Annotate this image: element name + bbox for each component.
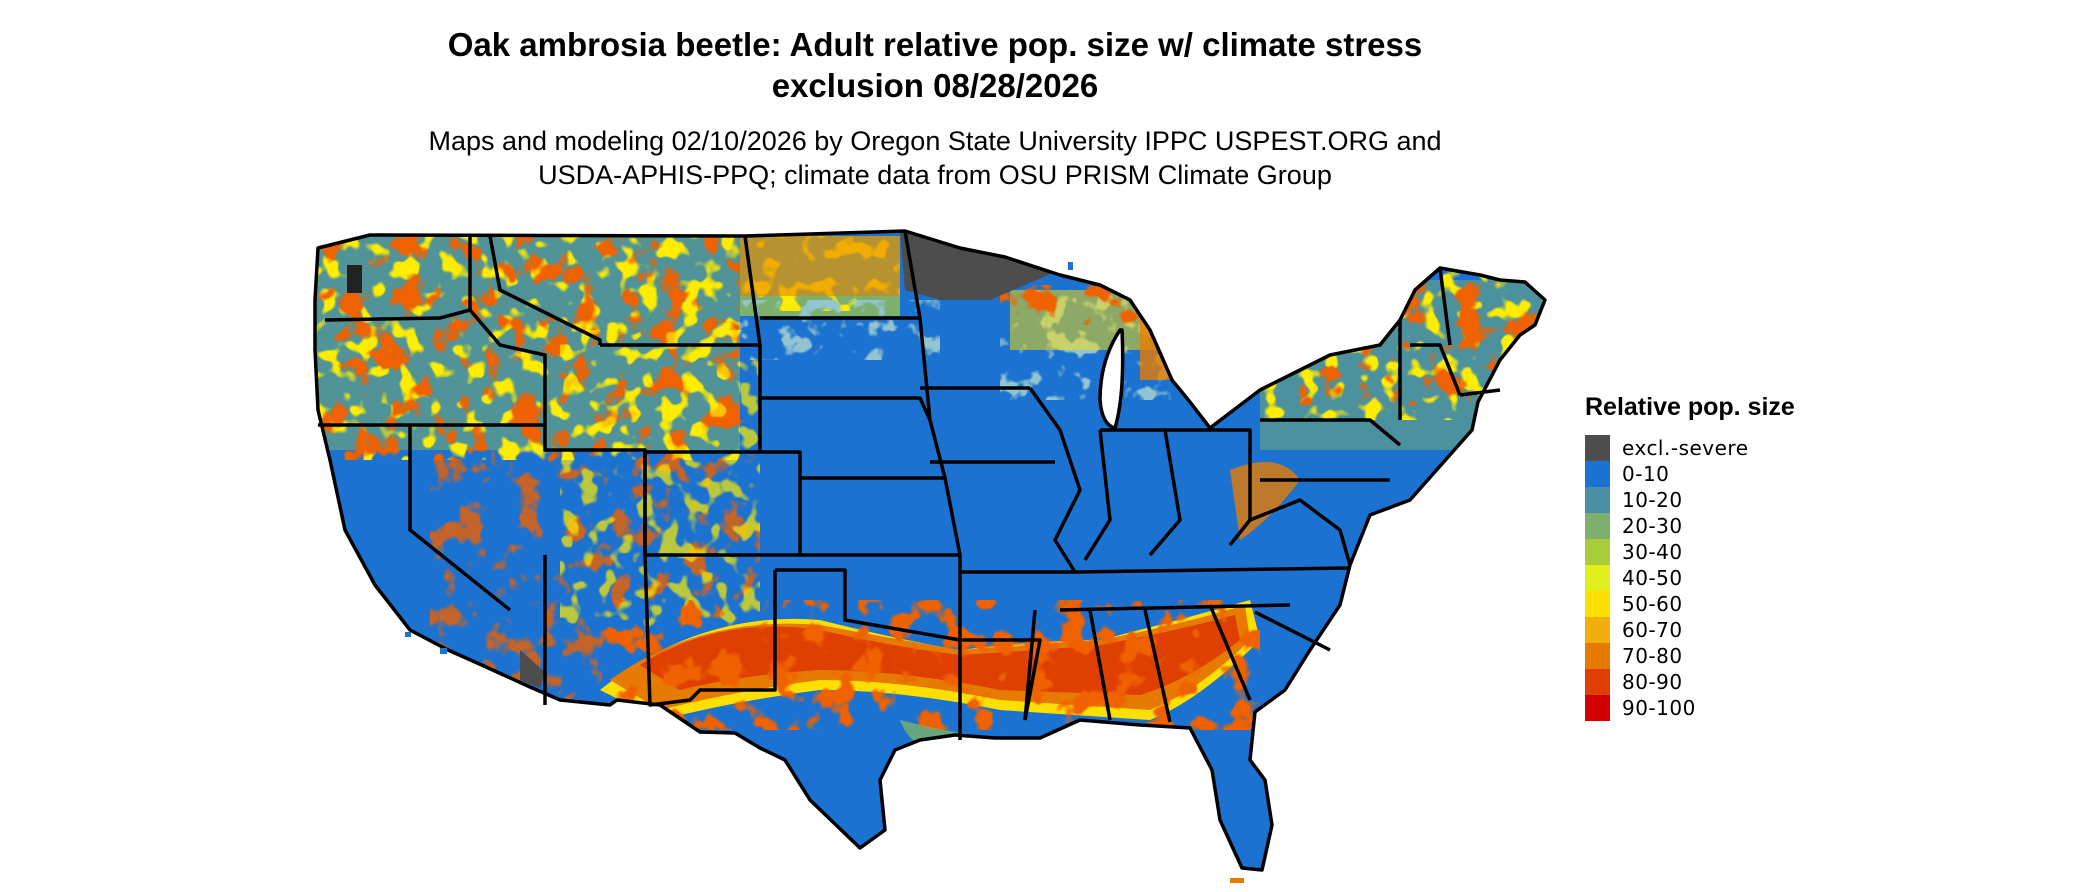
legend-item: 30-40 <box>1585 539 1795 565</box>
coastal-marks <box>405 262 1244 883</box>
legend-swatch <box>1585 591 1610 617</box>
map-subtitle-line-1: Maps and modeling 02/10/2026 by Oregon S… <box>428 126 1442 156</box>
legend-swatch <box>1585 487 1610 513</box>
legend-label: excl.-severe <box>1622 436 1749 460</box>
map-title-line-2: exclusion 08/28/2026 <box>771 67 1099 104</box>
zone-west-mountains <box>315 231 760 700</box>
state-boundaries <box>313 229 1547 872</box>
legend-item: excl.-severe <box>1585 435 1795 461</box>
zone-northeast <box>1260 265 1545 450</box>
map-title: Oak ambrosia beetle: Adult relative pop.… <box>0 24 1870 106</box>
legend-swatch <box>1585 513 1610 539</box>
legend-item: 70-80 <box>1585 643 1795 669</box>
legend: Relative pop. size excl.-severe 0-10 10-20… <box>1585 393 1795 721</box>
legend-label: 30-40 <box>1622 540 1683 564</box>
legend-swatch <box>1585 565 1610 591</box>
legend-swatch <box>1585 435 1610 461</box>
legend-label: 50-60 <box>1622 592 1683 616</box>
legend-items: excl.-severe 0-10 10-20 20-30 30-40 40-50 50-6… <box>1585 435 1795 721</box>
legend-label: 10-20 <box>1622 488 1683 512</box>
map-raster <box>315 231 1545 870</box>
legend-item: 10-20 <box>1585 487 1795 513</box>
legend-swatch <box>1585 461 1610 487</box>
legend-item: 50-60 <box>1585 591 1795 617</box>
legend-swatch <box>1585 643 1610 669</box>
legend-item: 40-50 <box>1585 565 1795 591</box>
legend-item: 80-90 <box>1585 669 1795 695</box>
legend-label: 70-80 <box>1622 644 1683 668</box>
legend-label: 0-10 <box>1622 462 1670 486</box>
legend-swatch <box>1585 617 1610 643</box>
legend-label: 90-100 <box>1622 696 1696 720</box>
legend-label: 20-30 <box>1622 514 1683 538</box>
map-title-line-1: Oak ambrosia beetle: Adult relative pop.… <box>447 26 1423 63</box>
map-subtitle: Maps and modeling 02/10/2026 by Oregon S… <box>0 124 1870 192</box>
legend-swatch <box>1585 669 1610 695</box>
legend-item: 90-100 <box>1585 695 1795 721</box>
map-subtitle-line-2: USDA-APHIS-PPQ; climate data from OSU PR… <box>538 160 1332 190</box>
legend-title: Relative pop. size <box>1585 393 1795 421</box>
legend-label: 80-90 <box>1622 670 1683 694</box>
zone-excluded <box>347 231 1060 688</box>
legend-item: 20-30 <box>1585 513 1795 539</box>
zone-northern-plains <box>740 236 940 360</box>
legend-swatch <box>1585 539 1610 565</box>
legend-item: 60-70 <box>1585 617 1795 643</box>
legend-label: 40-50 <box>1622 566 1683 590</box>
legend-item: 0-10 <box>1585 461 1795 487</box>
us-outline <box>313 229 1547 872</box>
legend-swatch <box>1585 695 1610 721</box>
legend-label: 60-70 <box>1622 618 1683 642</box>
